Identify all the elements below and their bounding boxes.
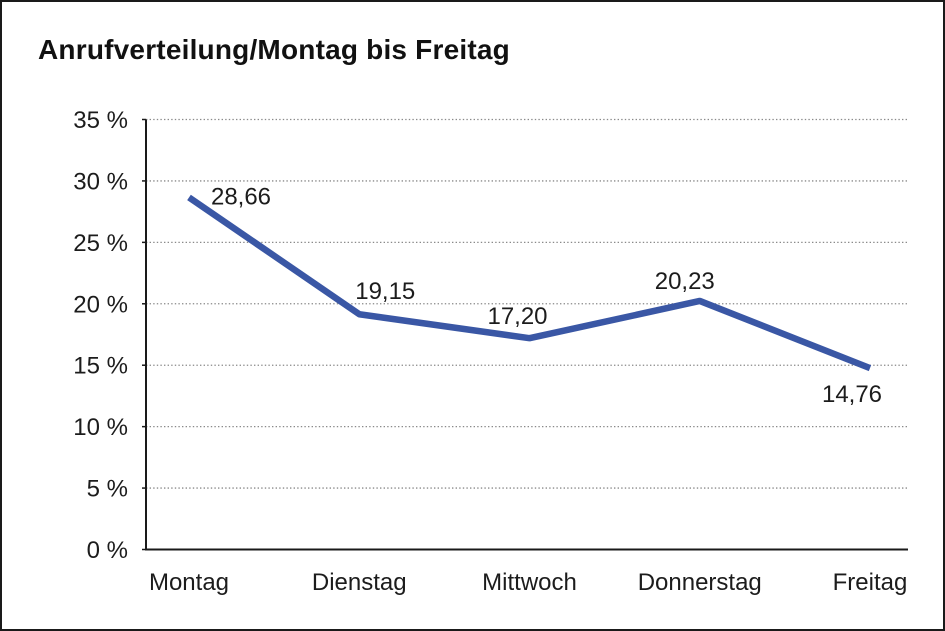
x-category-label: Donnerstag (638, 569, 762, 596)
chart-title: Anrufverteilung/Montag bis Freitag (38, 34, 510, 65)
y-tick-label: 5 % (87, 476, 128, 503)
data-point-label: 28,66 (211, 183, 271, 210)
data-point-label: 14,76 (822, 381, 882, 408)
y-tick-label: 10 % (73, 414, 128, 441)
data-point-label: 19,15 (355, 278, 415, 305)
x-category-label: Montag (149, 569, 229, 596)
y-tick-label: 20 % (73, 291, 128, 318)
data-series-line (187, 194, 872, 372)
y-tick-label: 15 % (73, 353, 128, 380)
y-tick-label: 35 % (73, 107, 128, 134)
x-category-label: Freitag (833, 569, 908, 596)
x-category-label: Dienstag (312, 569, 407, 596)
y-tick-label: 25 % (73, 230, 128, 257)
x-category-label: Mittwoch (482, 569, 577, 596)
y-tick-label: 30 % (73, 168, 128, 195)
data-point-label: 17,20 (487, 303, 547, 330)
data-point-label: 20,23 (655, 268, 715, 295)
y-tick-label: 0 % (87, 537, 128, 564)
